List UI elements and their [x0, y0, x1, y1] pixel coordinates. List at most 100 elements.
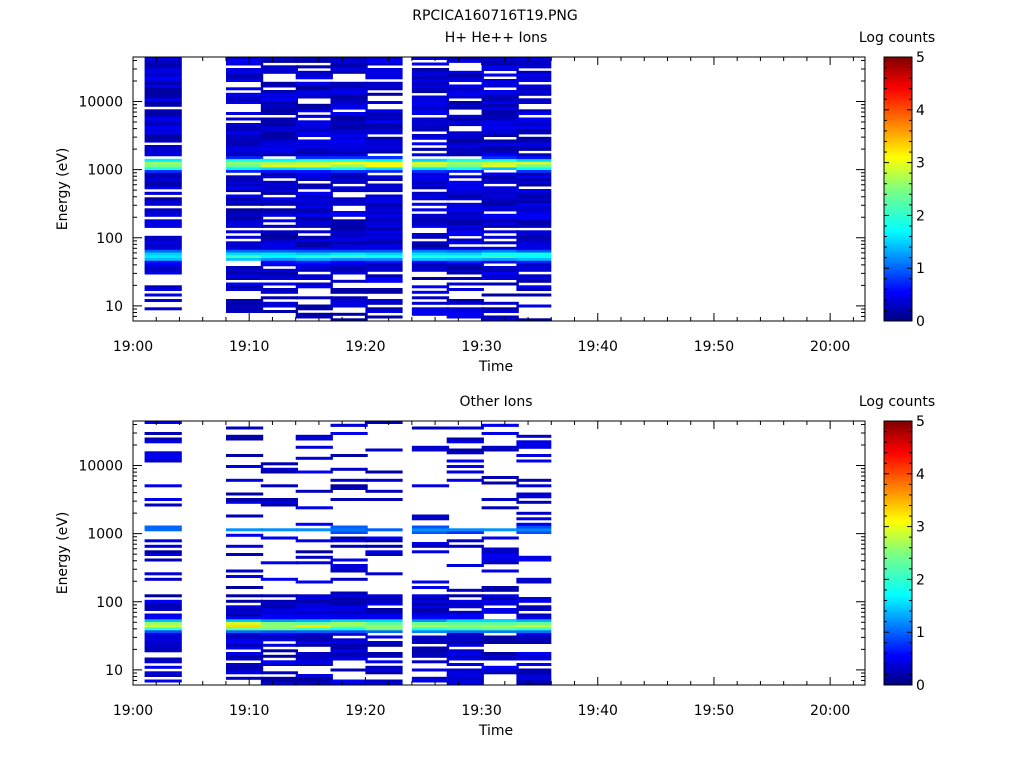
spectrogram-cell [516, 59, 552, 63]
spectrogram-cell [144, 293, 182, 297]
spectrogram-cell [295, 145, 333, 148]
spectrogram-cell [226, 478, 264, 482]
spectrogram-cell [365, 668, 403, 672]
spectrogram-cell [330, 158, 368, 162]
spectrogram-cell [144, 65, 182, 69]
spectrogram-cell [516, 197, 552, 201]
spectrogram-cell [260, 671, 298, 675]
spectrogram-cell [446, 630, 484, 633]
spectrogram-cell [226, 257, 264, 261]
spectrogram-cell [260, 255, 298, 258]
spectrogram-cell [260, 682, 298, 686]
spectrogram-cell [226, 153, 264, 157]
spectrogram-cell [295, 194, 333, 198]
spectrogram-cell [330, 95, 368, 99]
spectrogram-cell [516, 443, 552, 446]
spectrogram-cell [446, 79, 484, 82]
spectrogram-cell [226, 434, 264, 438]
spectrogram-cell [144, 263, 182, 267]
spectrogram-cell [481, 224, 519, 228]
spectrogram-cell [481, 528, 519, 532]
spectrogram-cell [226, 277, 264, 280]
spectrogram-cell [411, 260, 450, 264]
x-tick-label: 19:10 [229, 339, 269, 355]
spectrogram-cell [481, 114, 519, 118]
spectrogram-cell [411, 134, 450, 137]
spectrogram-cell [260, 260, 298, 264]
spectrogram-cell [481, 476, 519, 479]
spectrogram-cell [446, 202, 484, 206]
spectrogram-cell [295, 131, 333, 135]
spectrogram-cell [516, 238, 552, 242]
spectrogram-cell [295, 84, 333, 88]
spectrogram-cell [365, 186, 403, 190]
spectrogram-cell [226, 465, 264, 468]
spectrogram-cell [365, 81, 403, 85]
spectrogram-cell [446, 266, 484, 269]
colorbar-tick-label: 1 [916, 625, 925, 641]
spectrogram-cell [481, 123, 519, 127]
spectrogram-cell [330, 238, 368, 242]
spectrogram-cell [481, 134, 519, 137]
spectrogram-cell [295, 175, 333, 179]
spectrogram-cell [226, 282, 264, 286]
spectrogram-cell [330, 241, 368, 245]
spectrogram-cell [144, 624, 182, 628]
spectrogram-cell [516, 158, 552, 162]
spectrogram-cell [226, 255, 264, 258]
spectrogram-cell [295, 241, 333, 245]
spectrogram-cell [330, 246, 368, 250]
spectrogram-cell [365, 216, 403, 220]
spectrogram-cell [330, 641, 368, 644]
spectrogram-cell [144, 158, 182, 162]
spectrogram-cell [260, 649, 298, 653]
spectrogram-cell [411, 68, 450, 71]
spectrogram-cell [481, 252, 519, 256]
spectrogram-cell [446, 183, 484, 187]
spectrogram-cell [365, 156, 403, 160]
spectrogram-cell [481, 90, 519, 94]
spectrogram-cell [330, 114, 368, 118]
spectrogram-cell [516, 244, 552, 247]
spectrogram-cell [295, 663, 333, 666]
spectrogram-cell [411, 73, 450, 77]
spectrogram-cell [295, 616, 333, 620]
spectrogram-cell [411, 246, 450, 250]
spectrogram-cell [330, 266, 368, 269]
x-tick-label: 19:00 [113, 703, 153, 719]
spectrogram-cell [226, 437, 264, 441]
spectrogram-cell [446, 613, 484, 617]
spectrogram-cell [365, 616, 403, 620]
spectrogram-cell [260, 142, 298, 146]
spectrogram-cell [260, 180, 298, 184]
spectrogram-cell [260, 249, 298, 253]
spectrogram-cell [446, 101, 484, 104]
spectrogram-cell [365, 145, 403, 148]
spectrogram-cell [365, 208, 403, 212]
spectrogram-cell [481, 569, 519, 573]
spectrogram-cell [365, 263, 403, 267]
spectrogram-cell [446, 465, 484, 468]
spectrogram-cell [144, 139, 182, 143]
spectrogram-cell [260, 134, 298, 137]
x-tick-label: 19:20 [345, 703, 385, 719]
spectrogram-cell [365, 73, 403, 77]
spectrogram-cell [144, 128, 182, 132]
spectrogram-cell [411, 235, 450, 239]
spectrogram-cell [260, 147, 298, 151]
spectrogram-cell [516, 145, 552, 148]
spectrogram-cell [365, 213, 403, 217]
spectrogram-cell [144, 76, 182, 80]
spectrogram-cell [446, 224, 484, 228]
spectrogram-cell [365, 290, 403, 294]
spectrogram-cell [446, 191, 484, 195]
spectrogram-cell [446, 478, 484, 482]
spectrogram-cell [411, 117, 450, 121]
spectrogram-cell [446, 619, 484, 622]
spectrogram-cell [365, 112, 403, 115]
spectrogram-cell [295, 219, 333, 223]
spectrogram-cell [411, 95, 450, 99]
spectrogram-cell [516, 175, 552, 179]
spectrogram-cell [446, 205, 484, 209]
spectrogram-cell [446, 134, 484, 137]
